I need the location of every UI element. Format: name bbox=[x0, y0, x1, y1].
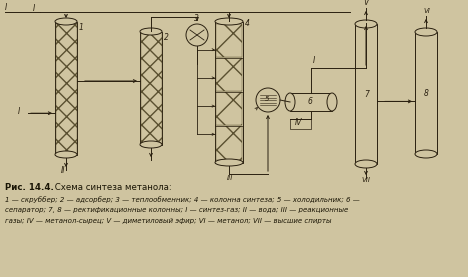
Text: I: I bbox=[33, 4, 35, 13]
Text: 2: 2 bbox=[164, 33, 169, 42]
Ellipse shape bbox=[140, 28, 162, 35]
Bar bbox=[355, 24, 377, 164]
Text: I: I bbox=[313, 56, 315, 65]
Ellipse shape bbox=[355, 20, 377, 28]
Ellipse shape bbox=[186, 24, 208, 46]
Text: 1 — скруббер; 2 — адсорбер; 3 — теплообменник; 4 — колонна синтеза; 5 — холодиль: 1 — скруббер; 2 — адсорбер; 3 — теплообм… bbox=[5, 196, 360, 203]
Bar bbox=[216, 92, 242, 125]
Text: Схема синтеза метанола:: Схема синтеза метанола: bbox=[52, 183, 172, 192]
Text: 3: 3 bbox=[194, 14, 199, 23]
Bar bbox=[55, 22, 77, 155]
Text: III: III bbox=[227, 175, 234, 181]
Text: газы; IV — метанол-сырец; V — диметиловый эфир; VI — метанол; VII — высшие спирт: газы; IV — метанол-сырец; V — диметиловы… bbox=[5, 218, 331, 224]
Bar bbox=[290, 119, 311, 129]
Text: Рис. 14.4.: Рис. 14.4. bbox=[5, 183, 54, 192]
Ellipse shape bbox=[327, 93, 337, 111]
Ellipse shape bbox=[256, 88, 280, 112]
Text: 8: 8 bbox=[424, 89, 429, 98]
Ellipse shape bbox=[140, 141, 162, 148]
Text: 5: 5 bbox=[265, 96, 270, 102]
Bar bbox=[415, 32, 437, 154]
Bar bbox=[140, 32, 161, 145]
Bar bbox=[56, 22, 76, 155]
Ellipse shape bbox=[415, 28, 437, 36]
Text: II: II bbox=[61, 166, 66, 175]
Bar bbox=[216, 24, 242, 57]
Ellipse shape bbox=[55, 18, 77, 25]
Text: 7: 7 bbox=[364, 90, 369, 99]
Ellipse shape bbox=[215, 159, 243, 166]
Ellipse shape bbox=[355, 160, 377, 168]
Text: VI: VI bbox=[423, 8, 430, 14]
Ellipse shape bbox=[55, 151, 77, 158]
Bar bbox=[215, 22, 243, 163]
Ellipse shape bbox=[285, 93, 295, 111]
Text: I: I bbox=[5, 3, 7, 12]
Bar bbox=[290, 93, 332, 111]
Bar bbox=[216, 126, 242, 160]
Text: 1: 1 bbox=[79, 23, 84, 32]
Text: I: I bbox=[18, 107, 20, 116]
Bar bbox=[216, 58, 242, 91]
Ellipse shape bbox=[415, 150, 437, 158]
Ellipse shape bbox=[215, 18, 243, 25]
Text: 4: 4 bbox=[245, 19, 250, 28]
Text: сепаратор; 7, 8 — ректификационные колонны; I — синтез-газ; II — вода; III — реа: сепаратор; 7, 8 — ректификационные колон… bbox=[5, 207, 348, 213]
Text: 6: 6 bbox=[308, 97, 313, 106]
Text: V: V bbox=[363, 0, 368, 7]
Text: VII: VII bbox=[361, 177, 370, 183]
Text: IV: IV bbox=[295, 118, 302, 127]
Bar bbox=[140, 32, 162, 145]
